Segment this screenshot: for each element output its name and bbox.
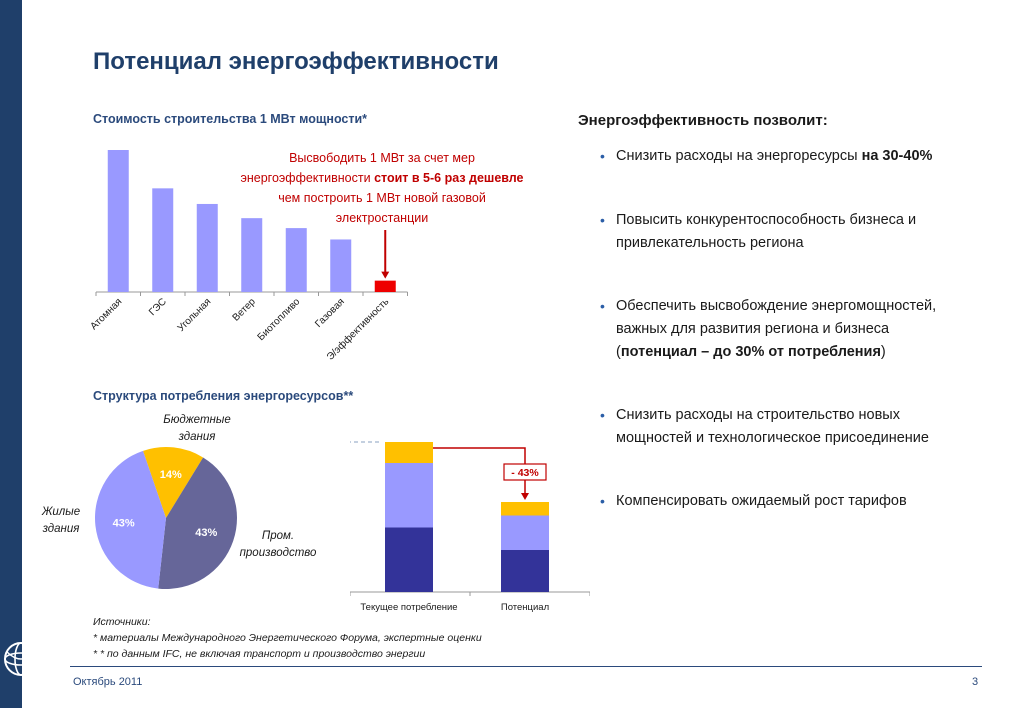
potential-stacked-chart: Текущее потребление Потенциал - 43%: [350, 441, 590, 613]
callout-line-2: энергоэффективности стоит в 5-6 раз деше…: [212, 168, 552, 188]
callout-line-4: электростанции: [335, 211, 429, 225]
benefit-2-line-1: Повысить конкурентоспособность бизнеса и: [616, 212, 917, 228]
bar-tick-label-5: Газовая: [313, 296, 347, 330]
bar-tick-label-4: Биотопливо: [256, 296, 303, 343]
benefit-1-bold: на 30-40%: [861, 148, 933, 164]
callout-line-3: чем построить 1 МВт новой газовой: [278, 191, 486, 205]
pie-label-res-1: Жилые: [41, 506, 81, 518]
benefit-4-line-2: мощностей и технологическое присоединени…: [616, 430, 929, 446]
bullet-icon: •: [600, 148, 605, 164]
bar-5: [330, 239, 352, 292]
callout-arrow-head-icon: [381, 271, 390, 279]
pie-label-res-2: здания: [42, 523, 80, 535]
pie-label-budget-2: здания: [178, 431, 216, 443]
bar-6: [374, 280, 396, 292]
benefit-3-open: (: [616, 344, 621, 360]
bar-tick-label-0: Атомная: [88, 296, 124, 332]
reduction-arrow-icon: [521, 493, 529, 500]
pie-label-residential: Жилые здания: [26, 504, 96, 538]
callout-line-1: Высвободить 1 МВт за счет мер: [289, 151, 475, 165]
pie-slice-1: [158, 457, 238, 589]
stack-category-label-1: Потенциал: [501, 602, 549, 613]
stack-seg-1-1: [501, 515, 549, 550]
page-title: Потенциал энергоэффективности: [93, 48, 499, 75]
bar-0: [107, 150, 129, 292]
bullet-icon: •: [600, 493, 605, 509]
bar-1: [152, 188, 174, 292]
benefit-item-4: • Снизить расходы на строительство новых…: [600, 404, 1005, 450]
bar-4: [285, 228, 307, 292]
footer-date: Октябрь 2011: [73, 676, 143, 688]
benefit-5-text: Компенсировать ожидаемый рост тарифов: [616, 493, 907, 509]
bar-tick-label-1: ГЭС: [147, 296, 169, 318]
callout-line-2b: стоит в 5-6 раз дешевле: [374, 171, 524, 185]
benefit-item-2: • Повысить конкурентоспособность бизнеса…: [600, 209, 1005, 255]
sources-heading: Источники:: [93, 616, 151, 628]
pie-value-label-1: 43%: [195, 527, 217, 539]
benefit-item-1: • Снизить расходы на энергоресурсы на 30…: [600, 145, 1005, 168]
page-number: 3: [972, 676, 979, 688]
bullet-icon: •: [600, 407, 605, 423]
benefit-3-line-3: (потенциал – до 30% от потребления): [616, 341, 1005, 364]
bar-2: [196, 203, 218, 292]
benefits-heading: Энергоэффективность позволит:: [578, 112, 828, 129]
pie-label-budget: Бюджетные здания: [152, 412, 242, 446]
stack-seg-0-1: [385, 463, 433, 528]
bar-3: [241, 218, 263, 292]
reduction-badge-label: - 43%: [511, 467, 539, 479]
benefit-item-5: • Компенсировать ожидаемый рост тарифов: [600, 490, 1005, 513]
callout-text: Высвободить 1 МВт за счет мер энергоэффе…: [212, 148, 552, 228]
bar-chart-title: Стоимость строительства 1 МВт мощности*: [93, 112, 368, 126]
benefit-1-text: Снизить расходы на энергоресурсы: [616, 148, 862, 164]
benefit-3-bold: потенциал – до 30% от потребления: [620, 344, 881, 360]
stack-category-label-0: Текущее потребление: [360, 602, 457, 613]
benefit-item-3: • Обеспечить высвобождение энергомощност…: [600, 295, 1005, 364]
bullet-icon: •: [600, 212, 605, 228]
footer-divider: [70, 666, 982, 667]
pie-label-industry: Пром. производство: [228, 528, 328, 562]
sources-block: Источники: * материалы Международного Эн…: [93, 614, 482, 662]
reduction-badge: [503, 463, 547, 481]
stack-seg-1-2: [501, 502, 549, 516]
benefit-3-line-1: Обеспечить высвобождение энергомощностей…: [616, 298, 937, 314]
bar-tick-label-3: Ветер: [231, 296, 259, 324]
callout-line-2a: энергоэффективности: [240, 171, 375, 185]
pie-value-label-2: 43%: [113, 518, 135, 530]
company-logo-icon: [4, 642, 38, 676]
pie-label-budget-1: Бюджетные: [163, 414, 231, 426]
source-1: * материалы Международного Энергетическо…: [93, 632, 482, 644]
benefit-3-line-2: важных для развития региона и бизнеса: [616, 321, 890, 337]
stack-seg-0-0: [385, 527, 433, 592]
pie-slice-2: [95, 450, 166, 589]
pie-label-ind-2: производство: [239, 547, 317, 559]
consumption-pie-chart: 14% 43% 43%: [95, 447, 238, 589]
bullet-icon: •: [600, 298, 605, 314]
pie-chart-title: Структура потребления энергоресурсов**: [93, 389, 354, 403]
source-2: * * по данным IFC, не включая транспорт …: [93, 648, 426, 660]
benefit-4-line-1: Снизить расходы на строительство новых: [616, 407, 900, 423]
sidebar-stripe: [0, 0, 22, 708]
benefit-2-line-2: привлекательность региона: [616, 235, 804, 251]
benefit-3-close: ): [880, 344, 886, 360]
stack-seg-1-0: [501, 550, 549, 592]
benefits-list: • Снизить расходы на энергоресурсы на 30…: [600, 145, 1005, 513]
stack-seg-0-2: [385, 442, 433, 463]
pie-slice-0: [142, 447, 204, 518]
bar-tick-label-2: Угольная: [176, 296, 214, 334]
pie-label-ind-1: Пром.: [261, 530, 295, 542]
pie-value-label-0: 14%: [160, 469, 182, 481]
